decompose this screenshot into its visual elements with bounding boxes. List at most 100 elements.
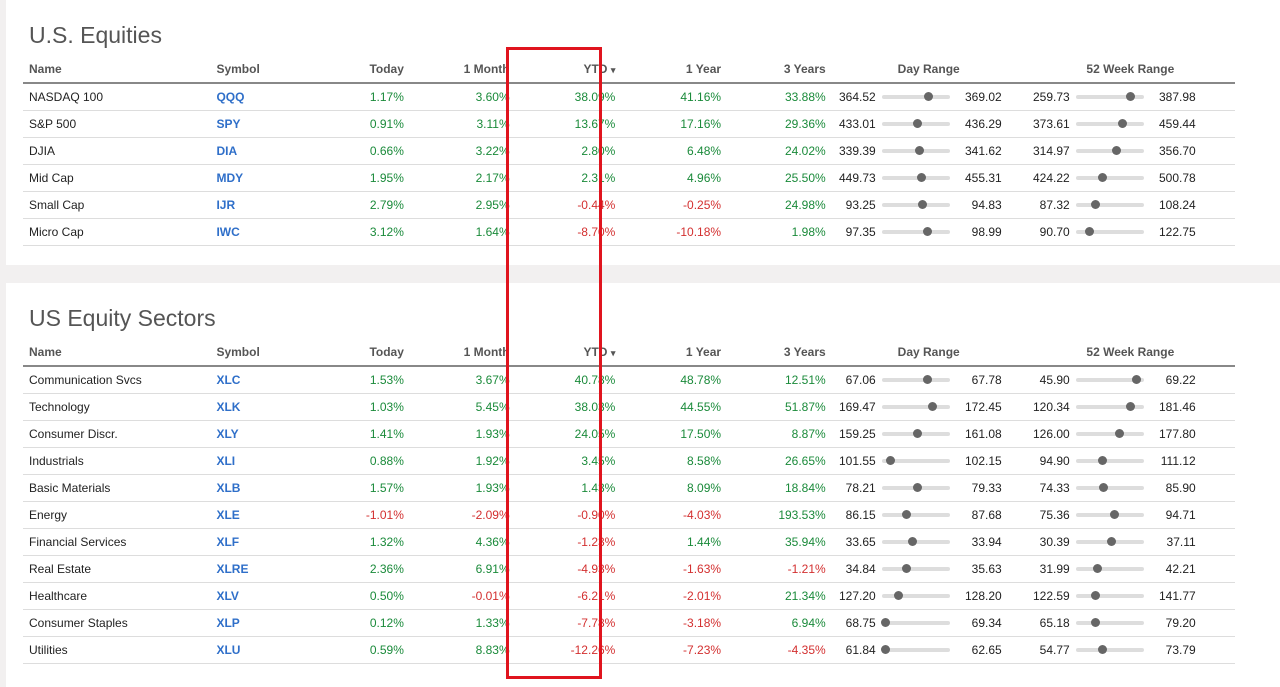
- row-symbol-link[interactable]: XLF: [210, 528, 304, 556]
- table-row[interactable]: Communication Svcs XLC 1.53% 3.67% 40.78% 48.…: [23, 366, 1235, 394]
- row-symbol-link[interactable]: QQQ: [210, 83, 304, 111]
- symbol-link[interactable]: XLE: [216, 508, 240, 522]
- range-indicator: 259.73 387.98: [1032, 90, 1229, 104]
- row-symbol-link[interactable]: XLRE: [210, 555, 304, 583]
- col-header-ytd[interactable]: YTD ▾: [515, 56, 622, 84]
- col-header-ytd[interactable]: YTD ▾: [515, 339, 622, 367]
- sort-caret-icon: ▾: [610, 65, 616, 75]
- range-high: 94.83: [971, 198, 1002, 212]
- col-header-1-month[interactable]: 1 Month: [409, 56, 516, 84]
- table-row[interactable]: Small Cap IJR 2.79% 2.95% -0.44% -0.25% 24.98%…: [23, 191, 1235, 219]
- range-low: 433.01: [838, 117, 876, 131]
- row-symbol-link[interactable]: XLY: [210, 420, 304, 448]
- symbol-link[interactable]: XLP: [216, 616, 240, 630]
- range-indicator: 314.97 356.70: [1032, 144, 1229, 158]
- col-header-day-range[interactable]: Day Range: [831, 339, 1026, 367]
- table-row[interactable]: S&P 500 SPY 0.91% 3.11% 13.67% 17.16% 29.36% 43…: [23, 110, 1235, 138]
- range-marker: [885, 456, 895, 465]
- table-row[interactable]: Basic Materials XLB 1.57% 1.93% 1.43% 8.09% 18…: [23, 474, 1235, 502]
- range-marker: [902, 510, 912, 519]
- table-row[interactable]: Healthcare XLV 0.50% -0.01% -6.21% -2.01% 21.3…: [23, 582, 1235, 610]
- range-low: 31.99: [1039, 562, 1070, 576]
- table-row[interactable]: DJIA DIA 0.66% 3.22% 2.80% 6.48% 24.02% 339.39 3…: [23, 137, 1235, 165]
- col-header-3-years[interactable]: 3 Years: [727, 56, 832, 84]
- range-low: 339.39: [838, 144, 876, 158]
- range-track: [1075, 456, 1144, 465]
- range-high: 128.20: [964, 589, 1002, 603]
- col-header-52-week-range[interactable]: 52 Week Range: [1025, 56, 1235, 84]
- row-symbol-link[interactable]: XLB: [210, 474, 304, 502]
- row-today: 3.12%: [303, 218, 410, 246]
- row-symbol-link[interactable]: IJR: [210, 191, 304, 219]
- table-row[interactable]: Consumer Discr. XLY 1.41% 1.93% 24.05% 17.50%…: [23, 420, 1235, 448]
- row-ytd: -4.93%: [515, 555, 622, 583]
- col-header-symbol[interactable]: Symbol: [210, 56, 304, 84]
- symbol-link[interactable]: XLB: [216, 481, 241, 495]
- range-high: 87.68: [971, 508, 1002, 522]
- col-header-name[interactable]: Name: [23, 56, 211, 84]
- row-symbol-link[interactable]: XLV: [210, 582, 304, 610]
- col-header-today[interactable]: Today: [303, 56, 410, 84]
- row-name: S&P 500: [23, 110, 211, 138]
- row-52-week-range: 424.22 500.78: [1025, 164, 1235, 192]
- row-ytd: -1.23%: [515, 528, 622, 556]
- symbol-link[interactable]: XLV: [216, 589, 239, 603]
- col-header-1-year[interactable]: 1 Year: [621, 339, 728, 367]
- row-symbol-link[interactable]: XLC: [210, 366, 304, 394]
- symbol-link[interactable]: XLK: [216, 400, 241, 414]
- row-symbol-link[interactable]: IWC: [210, 218, 304, 246]
- range-marker: [918, 200, 928, 209]
- row-symbol-link[interactable]: MDY: [210, 164, 304, 192]
- col-header-name[interactable]: Name: [23, 339, 211, 367]
- col-header-day-range[interactable]: Day Range: [831, 56, 1026, 84]
- symbol-link[interactable]: XLU: [216, 643, 241, 657]
- symbol-link[interactable]: MDY: [216, 171, 244, 185]
- table-row[interactable]: Utilities XLU 0.59% 8.83% -12.26% -7.23% -4.35…: [23, 636, 1235, 664]
- table-row[interactable]: Technology XLK 1.03% 5.45% 38.03% 44.55% 51.87…: [23, 393, 1235, 421]
- table-row[interactable]: Industrials XLI 0.88% 1.92% 3.45% 8.58% 26.65%…: [23, 447, 1235, 475]
- row-symbol-link[interactable]: XLI: [210, 447, 304, 475]
- table-row[interactable]: Consumer Staples XLP 0.12% 1.33% -7.78% -3.18…: [23, 609, 1235, 637]
- symbol-link[interactable]: SPY: [216, 117, 241, 131]
- table-row[interactable]: Financial Services XLF 1.32% 4.36% -1.23% 1.4…: [23, 528, 1235, 556]
- row-symbol-link[interactable]: DIA: [210, 137, 304, 165]
- symbol-link[interactable]: XLI: [216, 454, 236, 468]
- range-marker: [1085, 227, 1095, 236]
- row-today: 1.57%: [303, 474, 410, 502]
- symbol-link[interactable]: DIA: [216, 144, 238, 158]
- range-marker: [922, 375, 932, 384]
- symbol-link[interactable]: XLC: [216, 373, 241, 387]
- table-row[interactable]: Real Estate XLRE 2.36% 6.91% -4.93% -1.63% -1.…: [23, 555, 1235, 583]
- range-track: [1075, 146, 1144, 155]
- row-symbol-link[interactable]: XLU: [210, 636, 304, 664]
- table-row[interactable]: NASDAQ 100 QQQ 1.17% 3.60% 38.09% 41.16% 33.88…: [23, 83, 1235, 111]
- row-symbol-link[interactable]: XLK: [210, 393, 304, 421]
- col-header-52-week-range[interactable]: 52 Week Range: [1025, 339, 1235, 367]
- row-52-week-range: 90.70 122.75: [1025, 218, 1235, 246]
- table-row[interactable]: Energy XLE -1.01% -2.09% -0.90% -4.03% 193.53%…: [23, 501, 1235, 529]
- row-symbol-link[interactable]: SPY: [210, 110, 304, 138]
- symbol-link[interactable]: XLF: [216, 535, 240, 549]
- table-row[interactable]: Mid Cap MDY 1.95% 2.17% 2.31% 4.96% 25.50% 449.…: [23, 164, 1235, 192]
- row-52-week-range: 65.18 79.20: [1025, 609, 1235, 637]
- table-row[interactable]: Micro Cap IWC 3.12% 1.64% -8.70% -10.18% 1.98%…: [23, 218, 1235, 246]
- col-header-3-years[interactable]: 3 Years: [727, 339, 832, 367]
- symbol-link[interactable]: IJR: [216, 198, 236, 212]
- row-day-range: 33.65 33.94: [831, 528, 1026, 556]
- row-1-month: 5.45%: [409, 393, 516, 421]
- symbol-link[interactable]: QQQ: [216, 90, 245, 104]
- row-ytd: 2.31%: [515, 164, 622, 192]
- col-header-1-year[interactable]: 1 Year: [621, 56, 728, 84]
- symbol-link[interactable]: XLRE: [216, 562, 249, 576]
- symbol-link[interactable]: XLY: [216, 427, 239, 441]
- symbol-link[interactable]: IWC: [216, 225, 240, 239]
- row-symbol-link[interactable]: XLE: [210, 501, 304, 529]
- row-symbol-link[interactable]: XLP: [210, 609, 304, 637]
- col-header-1-month[interactable]: 1 Month: [409, 339, 516, 367]
- col-header-symbol[interactable]: Symbol: [210, 339, 304, 367]
- col-header-today[interactable]: Today: [303, 339, 410, 367]
- range-high: 94.71: [1165, 508, 1196, 522]
- range-low: 122.59: [1032, 589, 1070, 603]
- range-indicator: 75.36 94.71: [1032, 508, 1229, 522]
- row-3-years: 18.84%: [727, 474, 832, 502]
